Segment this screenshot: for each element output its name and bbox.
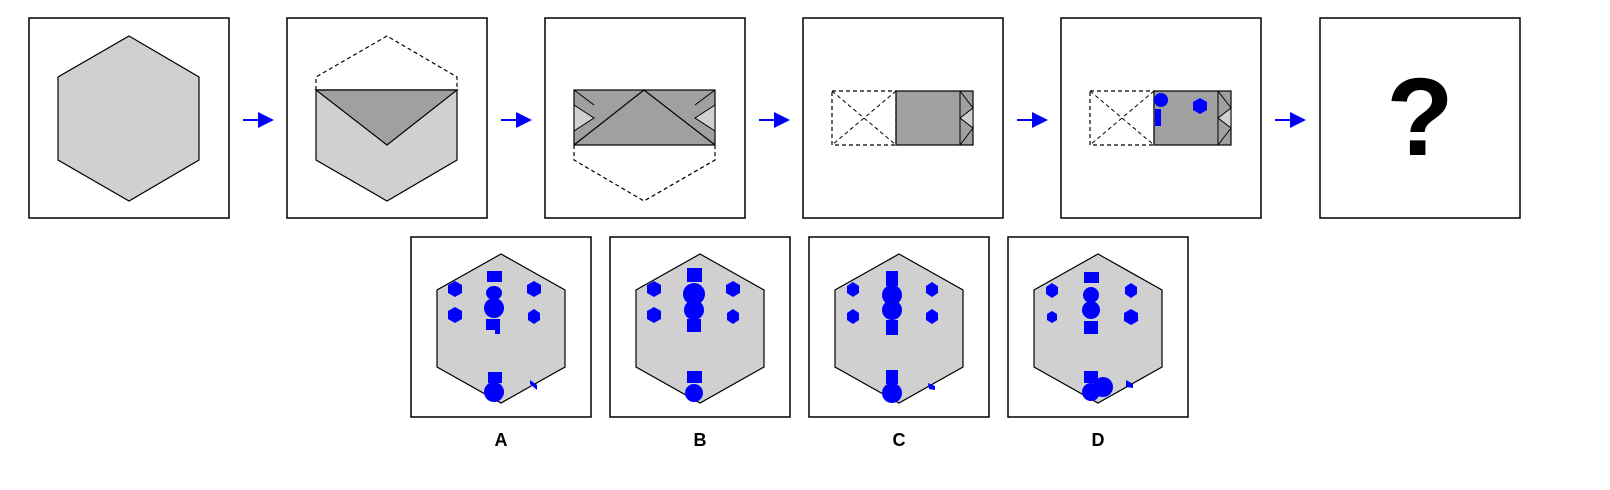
punch-hole-rect-icon (687, 371, 702, 383)
hexagon-paper (57, 35, 200, 202)
crease-line (959, 127, 974, 146)
punch-hole-circle-icon (1154, 93, 1168, 107)
punch-hole-hexagon-icon (1125, 283, 1137, 298)
step-1-panel (28, 17, 230, 219)
crease-line (1217, 90, 1232, 109)
folded-flap (314, 89, 459, 146)
punch-hole-hexagon-icon (448, 281, 462, 297)
punch-hole-hexagon-icon (726, 281, 740, 297)
punch-hole-hexagon-icon (527, 281, 541, 297)
punch-hole-hexagon-icon (1047, 311, 1057, 323)
punch-hole-hexagon-icon (847, 309, 859, 324)
punch-hole-hexagon-icon (647, 281, 661, 297)
question-panel: ? (1319, 17, 1521, 219)
punch-hole-circle-icon (1082, 301, 1100, 319)
crease-line (694, 89, 716, 106)
punch-hole-rect-icon (886, 320, 898, 335)
question-frame (1319, 17, 1521, 219)
step-2-panel (286, 17, 488, 219)
option-d-label[interactable]: D (1092, 430, 1105, 450)
step-4-panel (802, 17, 1004, 219)
punch-hole-circle-icon (882, 300, 902, 320)
punch-hole-circle-icon (1083, 287, 1099, 303)
punch-hole-circle-icon (684, 300, 704, 320)
folded-strip (573, 89, 716, 146)
option-d[interactable]: D (1007, 236, 1189, 450)
option-c[interactable]: C (808, 236, 990, 450)
punch-hole-rect-icon (886, 271, 898, 286)
punch-hole-rect-icon (1084, 272, 1099, 283)
option-c-label[interactable]: C (893, 430, 906, 450)
step-5-panel (1060, 17, 1262, 219)
punch-hole-rect-icon (687, 319, 701, 332)
punch-hole-rect-icon (1084, 321, 1098, 334)
punch-hole-hexagon-icon (448, 307, 462, 323)
punch-hole-circle-icon (882, 285, 902, 305)
punch-hole-hexagon-icon (727, 309, 739, 324)
punch-hole-circle-icon (1093, 377, 1113, 397)
punch-hole-circle-icon (685, 384, 703, 402)
punch-hole-rect-icon (1155, 109, 1161, 126)
punch-hole-rect-icon (1084, 371, 1098, 383)
punch-hole-rect-icon (687, 268, 702, 282)
punch-hole-partial-icon (928, 383, 935, 390)
punch-hole-rect-icon (487, 271, 502, 282)
fold-crease (573, 89, 716, 146)
punch-hole-circle-icon (484, 298, 504, 318)
punch-hole-circle-icon (486, 286, 502, 300)
punch-hole-circle-icon (484, 382, 504, 402)
punch-hole-rect-icon (886, 370, 898, 384)
punch-hole-hexagon-icon (926, 282, 938, 297)
punch-hole-circle-icon (683, 283, 705, 305)
option-b-label[interactable]: B (694, 430, 707, 450)
punch-hole-hexagon-icon (1193, 98, 1207, 114)
punch-hole-hexagon-icon (847, 282, 859, 297)
crease-line (573, 89, 595, 106)
punch-hole-hexagon-icon (1046, 283, 1058, 298)
option-a-label[interactable]: A (495, 430, 508, 450)
punch-hole-rect-icon (495, 322, 500, 334)
left-triangle (573, 104, 595, 132)
punch-hole-rect-icon (486, 319, 500, 330)
crease-line (1217, 127, 1232, 146)
question-mark: ? (1386, 56, 1453, 179)
option-a[interactable]: A (410, 236, 592, 450)
punch-hole-partial-icon (1126, 380, 1133, 388)
right-triangle (694, 104, 716, 132)
crease-line (959, 90, 974, 109)
step-3-panel (544, 17, 746, 219)
punch-hole-hexagon-icon (528, 309, 540, 324)
punch-hole-rect-icon (488, 372, 502, 383)
punch-hole-circle-icon (882, 383, 902, 403)
option-b[interactable]: B (609, 236, 791, 450)
fold-outline-dashed (573, 145, 716, 202)
punch-hole-hexagon-icon (1124, 309, 1138, 325)
right-triangle (959, 106, 974, 130)
punch-hole-partial-icon (530, 380, 537, 390)
punch-hole-hexagon-icon (926, 309, 938, 324)
punch-hole-hexagon-icon (647, 307, 661, 323)
right-triangle (1217, 106, 1232, 130)
fold-outline-dashed (315, 35, 458, 90)
